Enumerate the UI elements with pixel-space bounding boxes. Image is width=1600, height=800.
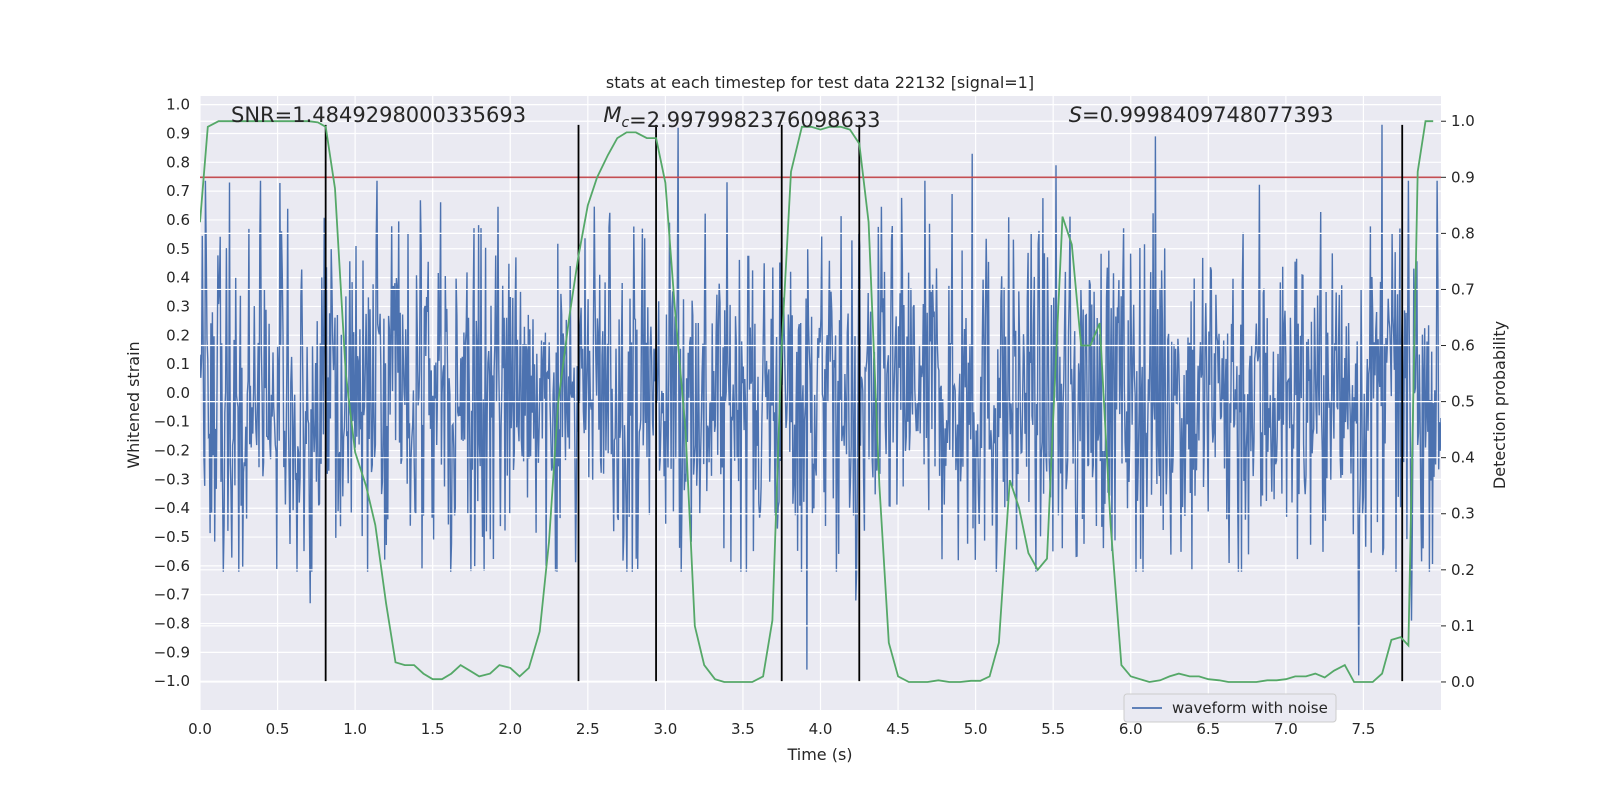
y-tick-label: −0.1 xyxy=(154,413,190,431)
x-tick-label: 0.0 xyxy=(188,720,212,738)
y-right-tick-label: 1.0 xyxy=(1451,112,1475,130)
y-right-tick-label: 0.2 xyxy=(1451,561,1475,579)
waveform-series xyxy=(200,124,1441,676)
y-tick-label: −0.9 xyxy=(154,643,190,661)
y-tick-label: −0.6 xyxy=(154,557,190,575)
detection-probability-line xyxy=(200,120,1434,683)
x-tick-label: 5.5 xyxy=(1041,720,1065,738)
y-tick-label: 0.2 xyxy=(166,326,190,344)
y-tick-label: −1.0 xyxy=(154,672,190,690)
legend-box xyxy=(1123,693,1337,723)
x-tick-label: 6.0 xyxy=(1119,720,1143,738)
x-tick-label: 6.5 xyxy=(1196,720,1220,738)
annotation-text: SNR=1.4849298000335693 xyxy=(231,103,526,127)
overlay-series xyxy=(200,120,1441,683)
x-axis-label: Time (s) xyxy=(786,745,852,764)
y-right-tick-label: 0.6 xyxy=(1451,337,1475,355)
y-tick-label: 0.4 xyxy=(166,269,190,287)
y-right-tick-label: 0.3 xyxy=(1451,505,1475,523)
y-tick-label: 0.9 xyxy=(166,124,190,142)
x-tick-label: 4.5 xyxy=(886,720,910,738)
annotations: SNR=1.4849298000335693 Mc=2.9979982376098… xyxy=(231,103,1333,132)
y-tick-label: 0.0 xyxy=(166,384,190,402)
y-tick-label: 0.7 xyxy=(166,182,190,200)
x-tick-label: 5.0 xyxy=(964,720,988,738)
y-tick-label: 0.5 xyxy=(166,240,190,258)
y-tick-label: −0.7 xyxy=(154,586,190,604)
x-tick-label: 3.5 xyxy=(731,720,755,738)
y-right-tick-label: 0.8 xyxy=(1451,224,1475,242)
legend-label: waveform with noise xyxy=(1172,699,1328,717)
y-axis-right-label: Detection probability xyxy=(1490,321,1509,489)
y-right-tick-label: 0.0 xyxy=(1451,673,1475,691)
x-tick-label: 0.5 xyxy=(266,720,290,738)
y-right-tick-label: 0.7 xyxy=(1451,280,1475,298)
x-tick-label: 4.0 xyxy=(809,720,833,738)
annotation-text: S=0.9998409748077393 xyxy=(1069,103,1334,127)
y-right-tick-label: 0.5 xyxy=(1451,393,1475,411)
annotation-text: Mc=2.9979982376098633 xyxy=(603,103,880,132)
y-right-tick-label: 0.4 xyxy=(1451,449,1475,467)
x-tick-label: 1.5 xyxy=(421,720,445,738)
y-right-tick-label: 0.1 xyxy=(1451,617,1475,635)
y-tick-label: 0.1 xyxy=(166,355,190,373)
y-right-tick-label: 0.9 xyxy=(1451,168,1475,186)
y-tick-label: 0.8 xyxy=(166,153,190,171)
y-tick-label: −0.5 xyxy=(154,528,190,546)
waveform-line xyxy=(200,124,1441,676)
x-tick-label: 7.0 xyxy=(1274,720,1298,738)
y-tick-label: −0.2 xyxy=(154,442,190,460)
x-tick-label: 3.0 xyxy=(653,720,677,738)
y-tick-label: 0.3 xyxy=(166,297,190,315)
right-axis-grid-lines xyxy=(200,120,1446,683)
y-tick-label: −0.3 xyxy=(154,470,190,488)
y-tick-label: 1.0 xyxy=(166,96,190,114)
y-tick-label: −0.8 xyxy=(154,615,190,633)
x-tick-label: 2.5 xyxy=(576,720,600,738)
tick-labels: 1.0 0.9 0.8 0.7 0.6 0.5 0.4 0.3 0.2 0.1 0.0 −0.1 −0.… xyxy=(154,96,1475,738)
chart-title: stats at each timestep for test data 221… xyxy=(606,73,1034,92)
x-tick-label: 2.0 xyxy=(498,720,522,738)
y-axis-label: Whitened strain xyxy=(124,341,143,468)
y-tick-label: −0.4 xyxy=(154,499,190,517)
legend: waveform with noise xyxy=(1123,693,1337,723)
x-tick-label: 1.0 xyxy=(343,720,367,738)
x-tick-label: 7.5 xyxy=(1352,720,1376,738)
y-tick-label: 0.6 xyxy=(166,211,190,229)
